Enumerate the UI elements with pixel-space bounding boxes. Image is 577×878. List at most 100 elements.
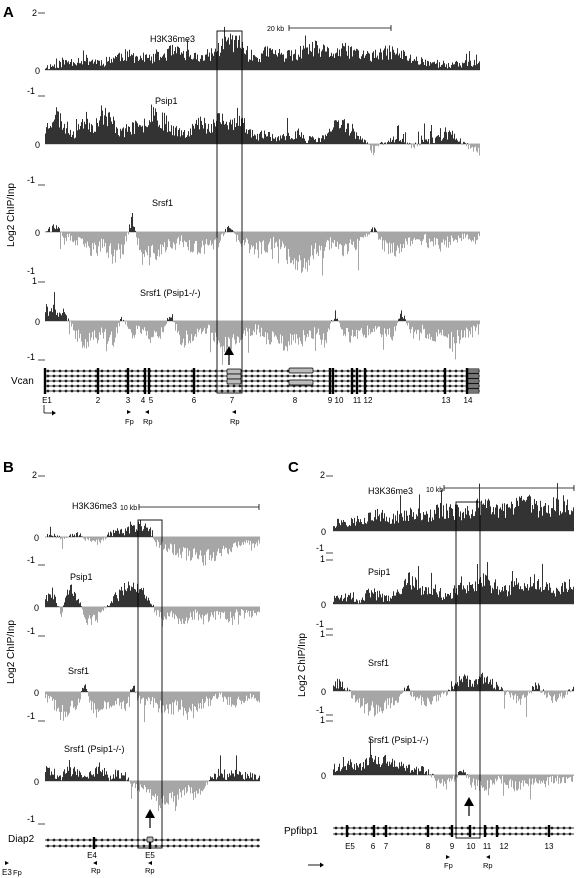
track-label-c3: Srsf1 <box>368 658 389 668</box>
transcript-dot <box>370 384 374 388</box>
transcript-dot <box>538 832 542 836</box>
svg-text:-1: -1 <box>27 555 35 565</box>
transcript-dot <box>142 838 146 842</box>
exon-mark <box>126 368 130 394</box>
track-a4-signal <box>45 292 480 365</box>
transcript-dot <box>388 374 392 378</box>
transcript-dot <box>178 384 182 388</box>
transcript-dot <box>256 379 260 383</box>
transcript-dot <box>226 389 230 393</box>
primer-rp-a-2: Rp <box>230 410 240 426</box>
transcript-dot <box>352 379 356 383</box>
transcript-dot <box>466 826 470 830</box>
transcript-dot <box>544 826 548 830</box>
primer-fp-b: Fp <box>5 861 22 877</box>
svg-text:1: 1 <box>32 276 37 286</box>
transcript-dot <box>184 374 188 378</box>
transcript-dot <box>406 384 410 388</box>
primer-fp-a: Fp <box>125 410 134 426</box>
transcript-dot <box>106 379 110 383</box>
exon-label: 3 <box>126 396 131 405</box>
transcript-dot <box>292 374 296 378</box>
transcript-dot <box>358 374 362 378</box>
exon-label: 12 <box>500 842 509 851</box>
transcript-dot <box>298 389 302 393</box>
transcript-dot <box>46 384 50 388</box>
scale-bar-label-b: 10 kb <box>120 505 137 512</box>
exon-label: E3 <box>2 868 12 877</box>
gene-model-a <box>43 367 480 394</box>
svg-text:1: 1 <box>320 554 325 564</box>
transcript-dot <box>358 369 362 373</box>
transcript-dot <box>268 369 272 373</box>
svg-text:-1: -1 <box>27 352 35 362</box>
exon-label: 6 <box>192 396 197 405</box>
transcript-dot <box>106 844 110 848</box>
svg-text:Rp: Rp <box>91 866 101 875</box>
svg-text:-1: -1 <box>316 705 324 715</box>
transcript-dot <box>208 384 212 388</box>
transcript-dot <box>232 384 236 388</box>
track-label-b3: Srsf1 <box>68 666 89 676</box>
transcript-dot <box>316 384 320 388</box>
transcript-dot <box>160 838 164 842</box>
transcript-dot <box>250 374 254 378</box>
terminal-exon <box>467 388 480 394</box>
exon-label: E5 <box>345 842 355 851</box>
transcript-dot <box>100 838 104 842</box>
transcript-dot <box>190 384 194 388</box>
transcript-dot <box>436 832 440 836</box>
tick-label-bottom-b2: -1 <box>27 555 45 566</box>
svg-text:Rp: Rp <box>143 417 153 426</box>
transcript-dot <box>154 844 158 848</box>
transcript-dot <box>388 369 392 373</box>
transcript-dot <box>424 826 428 830</box>
transcript-dot <box>118 844 122 848</box>
transcript-dot <box>46 389 50 393</box>
transcript-dot <box>244 389 248 393</box>
transcript-dot <box>136 389 140 393</box>
transcript-dot <box>286 384 290 388</box>
transcript-dot <box>286 389 290 393</box>
y-axis-label-a: Log2 ChIP/Inp <box>6 183 17 247</box>
transcript-dot <box>100 379 104 383</box>
svg-text:1: 1 <box>320 629 325 639</box>
transcript-dot <box>106 369 110 373</box>
track-label-a1: H3K36me3 <box>150 34 195 44</box>
transcript-dot <box>274 369 278 373</box>
transcript-dot <box>226 844 230 848</box>
transcript-dot <box>406 374 410 378</box>
transcript-dot <box>112 384 116 388</box>
transcript-dot <box>70 389 74 393</box>
transcript-dot <box>280 369 284 373</box>
track-label-b2: Psip1 <box>70 572 93 582</box>
transcript-dot <box>100 389 104 393</box>
transcript-dot <box>394 389 398 393</box>
tick-label-bottom-c3: -1 <box>316 619 333 630</box>
transcript-dot <box>118 384 122 388</box>
transcript-dot <box>58 379 62 383</box>
transcript-dot <box>442 832 446 836</box>
transcript-dot <box>394 374 398 378</box>
transcript-dot <box>94 374 98 378</box>
transcript-dot <box>412 832 416 836</box>
transcript-dot <box>202 374 206 378</box>
transcript-dot <box>562 826 566 830</box>
transcript-dot <box>52 369 56 373</box>
transcript-dot <box>394 384 398 388</box>
track-label-b1: H3K36me3 <box>72 501 117 511</box>
transcript-dot <box>376 832 380 836</box>
transcript-dot <box>76 389 80 393</box>
transcript-dot <box>406 826 410 830</box>
transcript-dot <box>160 369 164 373</box>
transcript-dot <box>244 838 248 842</box>
transcript-dot <box>256 844 260 848</box>
transcript-dot <box>52 384 56 388</box>
transcript-dot <box>70 384 74 388</box>
track-label-a2: Psip1 <box>155 96 178 106</box>
transcript-dot <box>430 374 434 378</box>
transcript-dot <box>124 384 128 388</box>
transcript-dot <box>166 389 170 393</box>
transcript-dot <box>376 369 380 373</box>
transcript-dot <box>334 374 338 378</box>
